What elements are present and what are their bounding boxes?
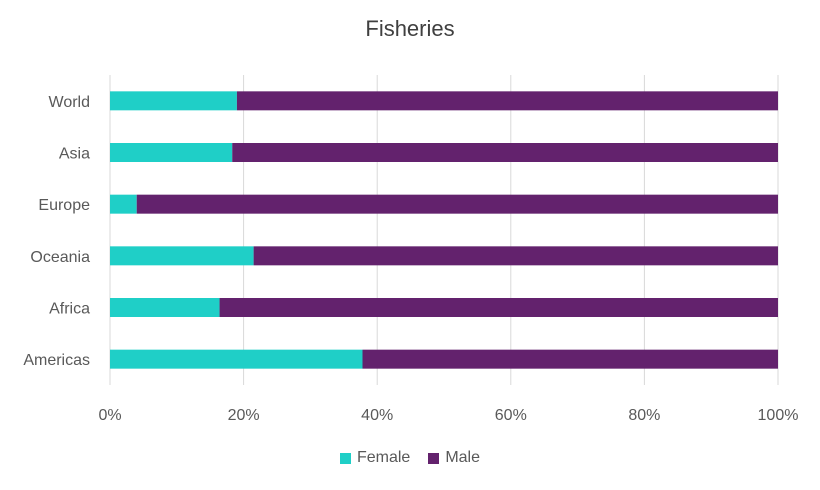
bars (110, 91, 779, 369)
x-tick-label: 0% (98, 407, 121, 424)
bar-male-oceania (253, 246, 778, 266)
bar-female-africa (110, 298, 220, 317)
chart-plot: 0% 20% 40% 60% 80% 100% World Asia Europe Oceania… (23, 75, 798, 424)
category-label: Africa (49, 301, 90, 318)
legend-item-female: Female (339, 449, 411, 467)
legend-swatch (428, 452, 440, 464)
x-tick-label: 60% (495, 407, 527, 424)
legend-label: Male (445, 449, 481, 466)
bar-female-europe (110, 194, 137, 214)
category-label: Americas (23, 352, 90, 369)
bar-female-americas (110, 349, 363, 369)
bar-male-americas (362, 349, 778, 369)
bar-female-oceania (110, 246, 254, 266)
bar-female-asia (110, 143, 233, 162)
category-label: World (49, 94, 91, 111)
bar-male-asia (232, 143, 778, 162)
gridlines (109, 75, 779, 385)
x-tick-label: 80% (628, 407, 660, 424)
bar-male-africa (219, 298, 778, 317)
axis-labels: 0% 20% 40% 60% 80% 100% World Asia Europe Oceania… (23, 94, 798, 424)
x-tick-label: 100% (758, 407, 799, 424)
legend-label: Female (356, 449, 411, 466)
bar-male-world (236, 91, 779, 111)
category-label: Oceania (30, 249, 90, 266)
x-tick-label: 40% (361, 407, 393, 424)
legend-swatch (339, 452, 351, 464)
category-label: Europe (38, 197, 90, 214)
bar-male-europe (136, 194, 779, 214)
category-label: Asia (59, 146, 90, 163)
legend: Female Male (0, 449, 820, 467)
legend-item-male: Male (428, 449, 480, 467)
x-tick-label: 20% (228, 407, 260, 424)
bar-female-world (110, 91, 237, 111)
chart-title: Fisheries (365, 16, 455, 41)
